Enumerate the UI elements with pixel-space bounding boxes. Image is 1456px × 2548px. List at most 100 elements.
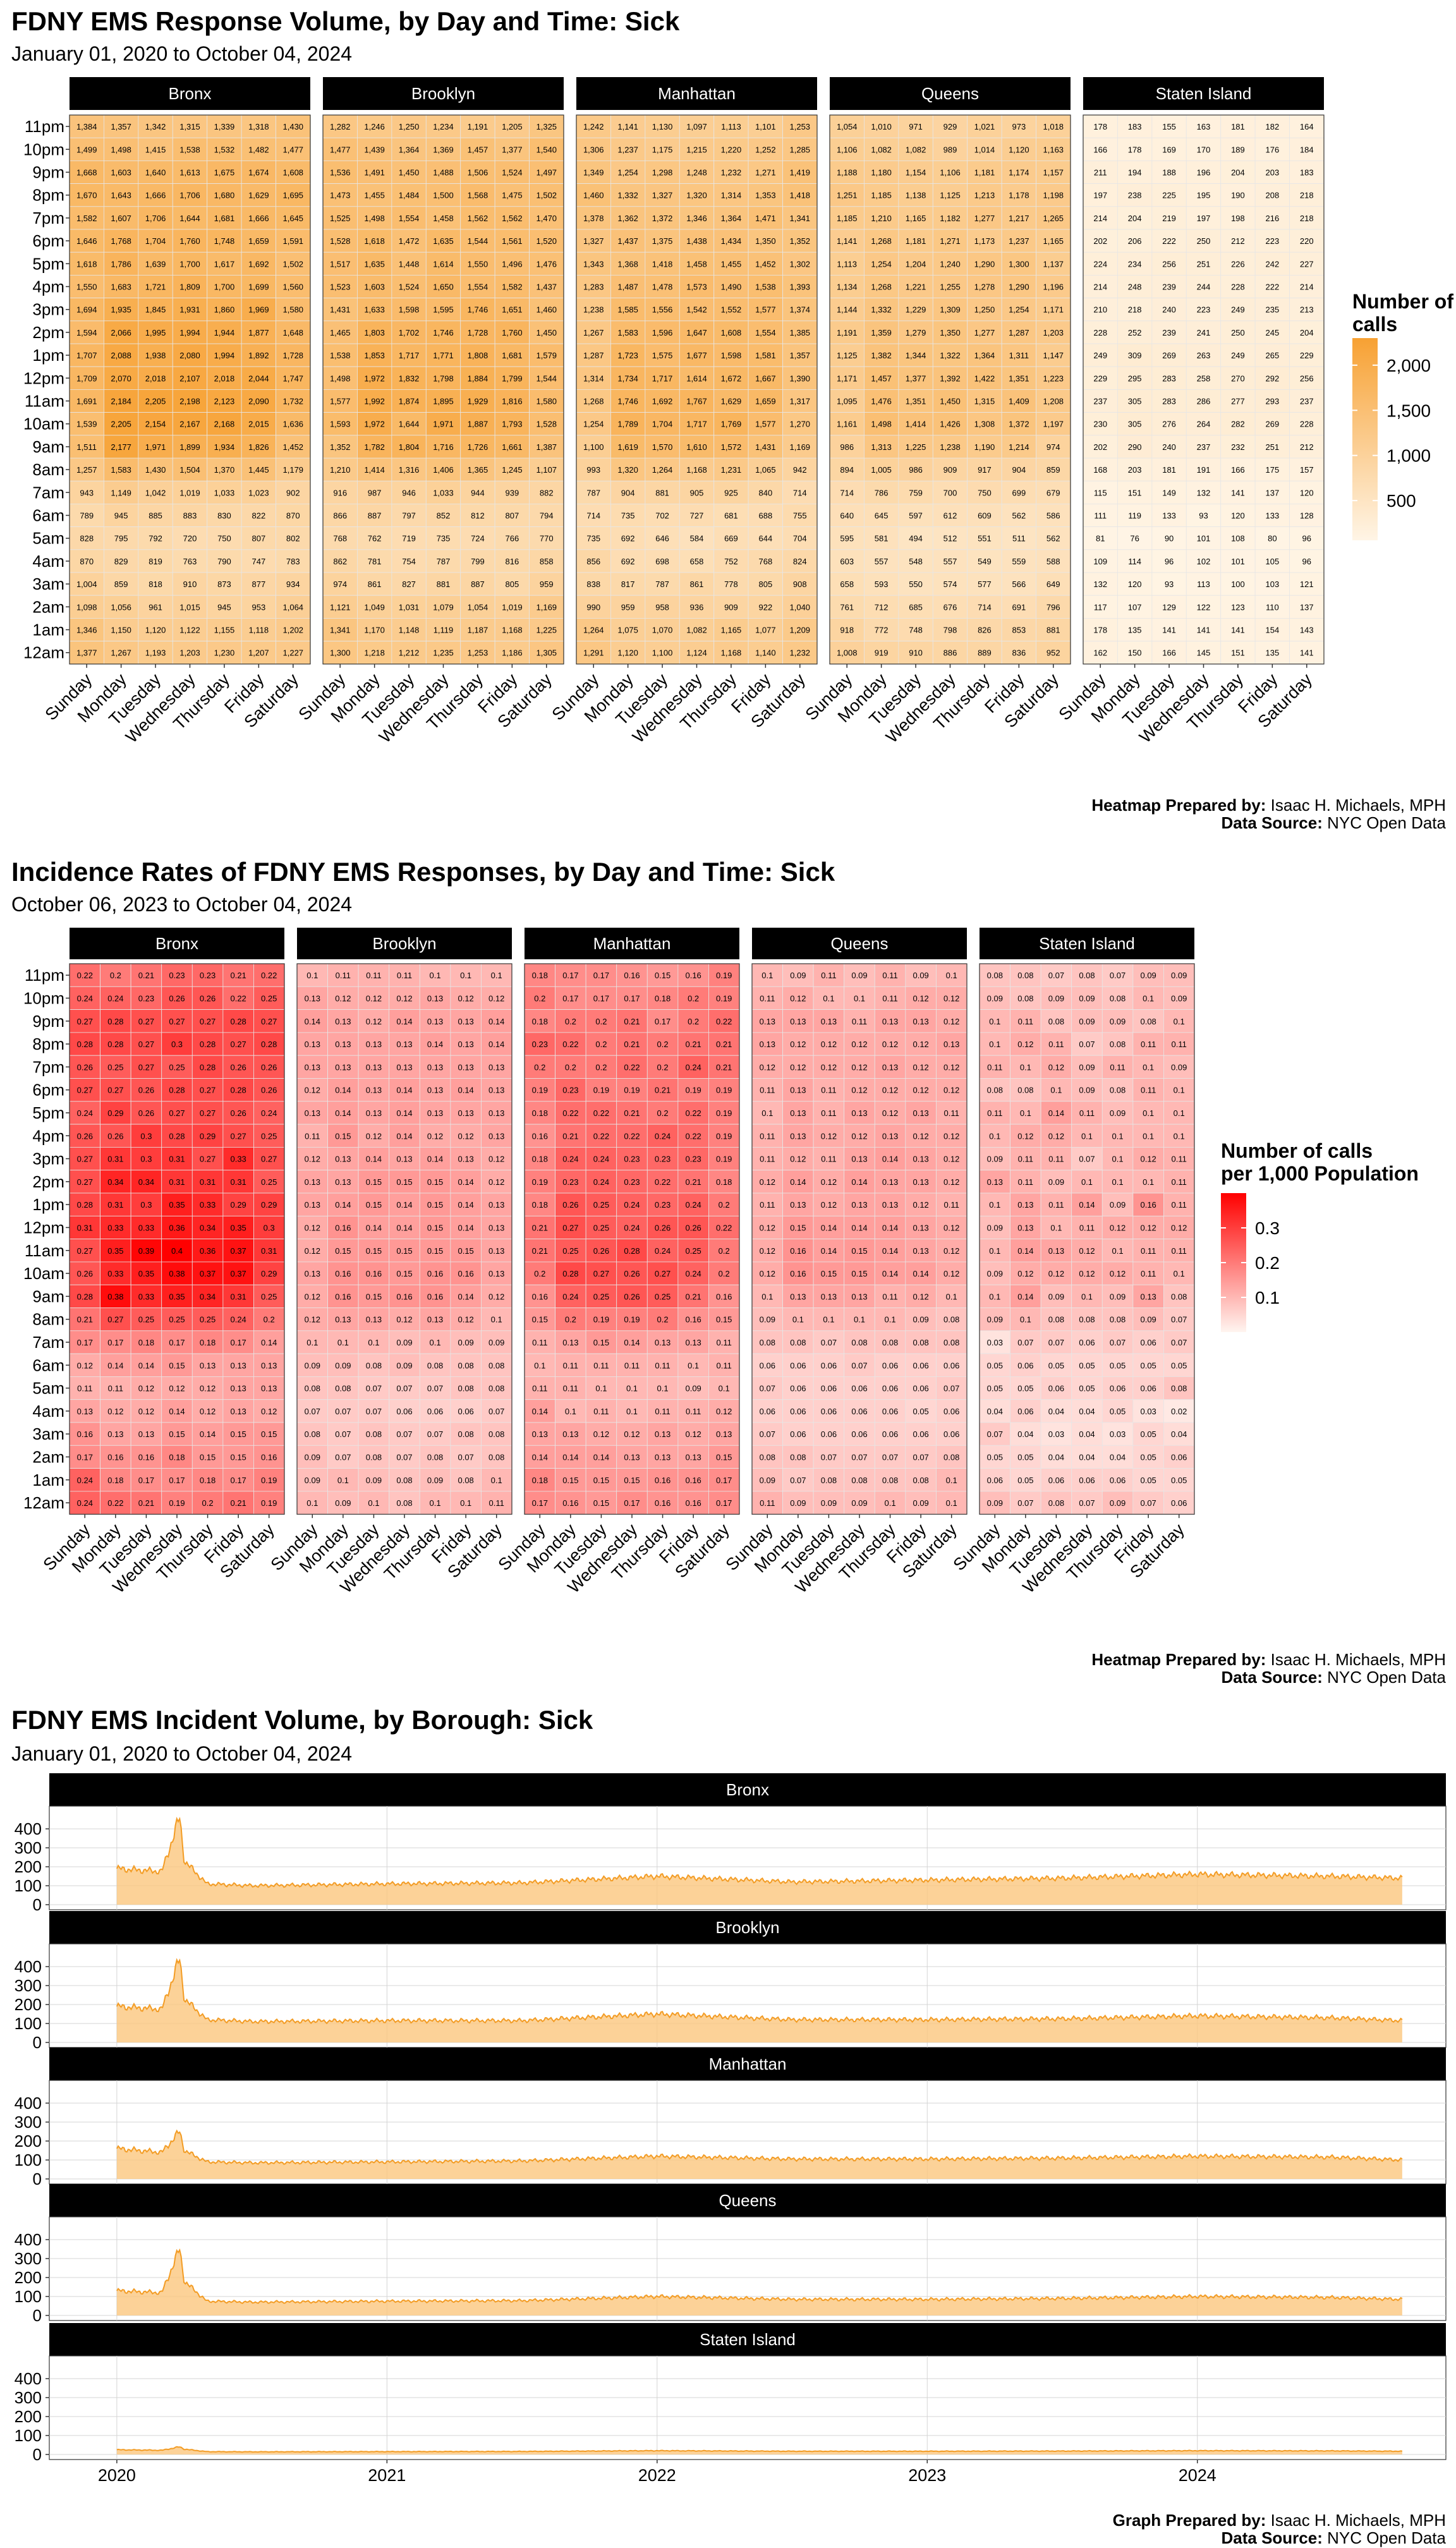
heatmap1-cell-label: 1,217 [1009,214,1029,223]
heatmap1-cell-label: 1,935 [111,305,131,315]
heatmap1-cell [460,343,495,367]
heatmap1-cell-label: 799 [471,557,485,566]
heatmap2-cell [844,1284,875,1308]
heatmap1-cell-label: 787 [437,557,451,566]
heatmap1-cell [967,183,1002,207]
heatmap2-cell [1163,1491,1195,1515]
heatmap2-cell [450,1101,482,1125]
heatmap1-cell-label: 826 [978,626,992,635]
heatmap2-cell [905,986,937,1010]
heatmap2-cell [751,963,783,987]
heatmap2-cell-label: 0.12 [821,1131,837,1141]
heatmap2-cell-label: 0.22 [716,1223,732,1232]
heatmap2-cell-label: 0.33 [107,1223,123,1232]
heatmap2-cell-label: 0.1 [823,993,834,1003]
heatmap1-cell [748,412,783,436]
heatmap2-cell [222,963,254,987]
heatmap2-cell-label: 0.16 [427,1269,443,1278]
heatmap2-cell [419,1124,451,1148]
heatmap1-cell [1083,229,1118,253]
heatmap1-cell [425,252,461,276]
heatmap2-cell [327,1032,359,1056]
heatmap1-cell [645,252,680,276]
heatmap1-cell-label: 1,171 [1043,305,1064,315]
heatmap1-cell-label: 103 [1266,579,1280,589]
heatmap1-cell [1001,618,1036,642]
heatmap1-cell-label: 1,341 [790,214,811,223]
heatmap2-cell [708,1078,740,1102]
heatmap2-cell-label: 0.12 [790,1155,806,1164]
heatmap1-cell-label: 1,134 [837,282,858,292]
heatmap1-cell-label: 1,482 [248,145,269,154]
heatmap2-cell-label: 0.08 [943,1338,959,1347]
heatmap1-cell-label: 225 [1162,191,1176,200]
heatmap1-cell [748,366,783,390]
heatmap2-cell [844,1445,875,1469]
heatmap1-cell-label: 910 [909,648,923,658]
heatmap1-cell-label: 886 [943,648,957,658]
heatmap2-hour-label: 8am [32,1310,64,1329]
heatmap1-cell [576,526,611,550]
timeseries-y-tick-label: 300 [15,2388,42,2407]
heatmap1-cell [357,183,392,207]
heatmap2-cell [327,1330,359,1354]
heatmap2-cell [1010,1353,1041,1377]
heatmap2-cell-label: 0.15 [396,1177,412,1187]
heatmap2-cell-label: 0.31 [261,1246,277,1256]
heatmap1-cell [713,595,749,619]
heatmap2-cell [1071,1147,1103,1171]
heatmap2-cell [1163,1009,1195,1033]
heatmap1-cell-label: 905 [690,488,704,497]
heatmap1-cell [357,526,392,550]
heatmap1-credit-name: Isaac H. Michaels, MPH [1270,796,1446,815]
heatmap2-cell-label: 0.3 [171,1040,183,1049]
heatmap1-cell-label: 859 [1046,465,1060,475]
heatmap1-cell-label: 265 [1266,351,1280,360]
heatmap2-cell [905,1353,937,1377]
heatmap1-cell [1186,252,1222,276]
heatmap1-cell [138,298,173,322]
heatmap2-cell-label: 0.18 [532,971,548,980]
heatmap2-cell-label: 0.11 [1172,1200,1187,1210]
heatmap2-cell-label: 0.16 [685,1498,701,1508]
heatmap2-cell-label: 0.06 [1048,1384,1064,1393]
heatmap2-cell-label: 0.11 [944,1108,959,1118]
heatmap1-cell-label: 264 [1197,420,1211,429]
heatmap2-cell-label: 0.07 [1079,1498,1095,1508]
heatmap1-cell-label: 183 [1128,122,1142,131]
heatmap2-cell [1163,963,1195,987]
heatmap2-cell [1163,1192,1195,1216]
heatmap1-cell-label: 1,717 [652,373,673,383]
heatmap2-cell [1010,1124,1041,1148]
heatmap1-cell-label: 908 [793,579,807,589]
heatmap2-cell-label: 0.07 [427,1429,443,1439]
heatmap2-cell-label: 0.24 [655,1246,670,1256]
heatmap2-cell [1010,963,1041,987]
heatmap2-cell-label: 0.2 [688,993,699,1003]
heatmap2-cell [708,1284,740,1308]
heatmap2-cell [524,1078,555,1102]
heatmap1-cell-label: 1,768 [111,236,131,246]
heatmap2-cell-label: 0.11 [1079,1108,1095,1118]
heatmap2-cell-label: 0.11 [593,1407,609,1416]
heatmap2-cell-label: 0.31 [107,1155,123,1164]
heatmap2-cell [1071,986,1103,1010]
heatmap1-cell-label: 562 [1012,511,1026,521]
heatmap1-cell-label: 224 [1093,259,1107,269]
heatmap1-cell-label: 858 [540,557,554,566]
heatmap2-cell-label: 0.11 [532,1384,547,1393]
heatmap2-cell [69,1192,100,1216]
heatmap2-cell-label: 0.09 [458,1338,473,1347]
heatmap2-cell-label: 0.1 [491,1315,502,1325]
heatmap2-cell [751,1491,783,1515]
heatmap1-cell-label: 581 [875,534,889,543]
timeseries-area [116,1960,1402,2042]
heatmap1-cell [357,137,392,161]
heatmap2-cell-label: 0.11 [1141,1246,1156,1256]
heatmap2-cell-label: 0.23 [532,1040,548,1049]
timeseries-subtitle: January 01, 2020 to October 04, 2024 [11,1742,352,1765]
heatmap2-cell [555,1445,586,1469]
heatmap1-cell-label: 175 [1266,465,1280,475]
heatmap2-cell-label: 0.23 [624,1177,640,1187]
heatmap1-cell-label: 1,577 [755,420,776,429]
